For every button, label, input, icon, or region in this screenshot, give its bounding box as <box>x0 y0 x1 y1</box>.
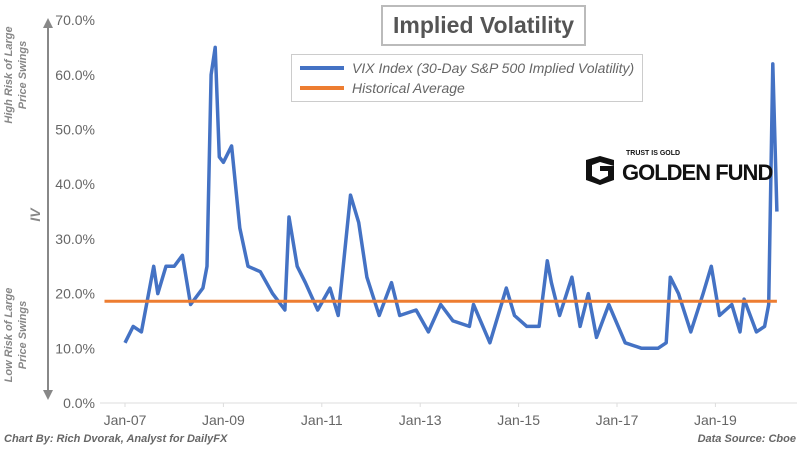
legend-label: Historical Average <box>352 80 465 96</box>
x-tick-label: Jan-19 <box>694 412 737 428</box>
y-tick-label: 0.0% <box>63 395 95 411</box>
x-tick-label: Jan-13 <box>399 412 442 428</box>
chart-credit: Chart By: Rich Dvorak, Analyst for Daily… <box>4 433 228 445</box>
vix-series-line <box>123 45 779 351</box>
y-axis-label: IV <box>27 207 43 222</box>
x-tick-label: Jan-07 <box>104 412 147 428</box>
golden-fund-logo: TRUST IS GOLD GOLDEN FUND <box>580 150 780 186</box>
data-source: Data Source: Cboe <box>697 433 796 445</box>
legend-swatch <box>300 66 344 70</box>
chart-title: Implied Volatility <box>381 5 587 46</box>
y-tick-label: 30.0% <box>55 231 95 247</box>
arrow-down-icon <box>43 390 53 400</box>
legend: VIX Index (30-Day S&P 500 Implied Volati… <box>291 54 644 102</box>
y-label-high-risk: High Risk of Large Price Swings <box>3 26 29 123</box>
logo-mark-icon <box>586 156 614 185</box>
y-tick-label: 50.0% <box>55 122 95 138</box>
x-tick-label: Jan-09 <box>202 412 245 428</box>
y-tick-label: 20.0% <box>55 286 95 302</box>
y-label-low-risk: Low Risk of Large Price Swings <box>3 288 29 383</box>
x-tick-label: Jan-17 <box>596 412 639 428</box>
x-tick-label: Jan-11 <box>301 412 343 428</box>
legend-swatch <box>300 86 344 90</box>
y-tick-label: 10.0% <box>55 340 95 356</box>
logo-tagline: TRUST IS GOLD <box>626 150 681 157</box>
legend-item-average: Historical Average <box>300 78 634 98</box>
x-tick-label: Jan-15 <box>497 412 540 428</box>
arrow-up-icon <box>43 18 53 28</box>
y-tick-label: 60.0% <box>55 67 95 83</box>
y-tick-label: 40.0% <box>55 176 95 192</box>
y-tick-label: 70.0% <box>55 12 95 28</box>
logo-name: GOLDEN FUND <box>622 160 773 185</box>
legend-label: VIX Index (30-Day S&P 500 Implied Volati… <box>352 60 635 76</box>
legend-item-vix: VIX Index (30-Day S&P 500 Implied Volati… <box>300 58 634 78</box>
